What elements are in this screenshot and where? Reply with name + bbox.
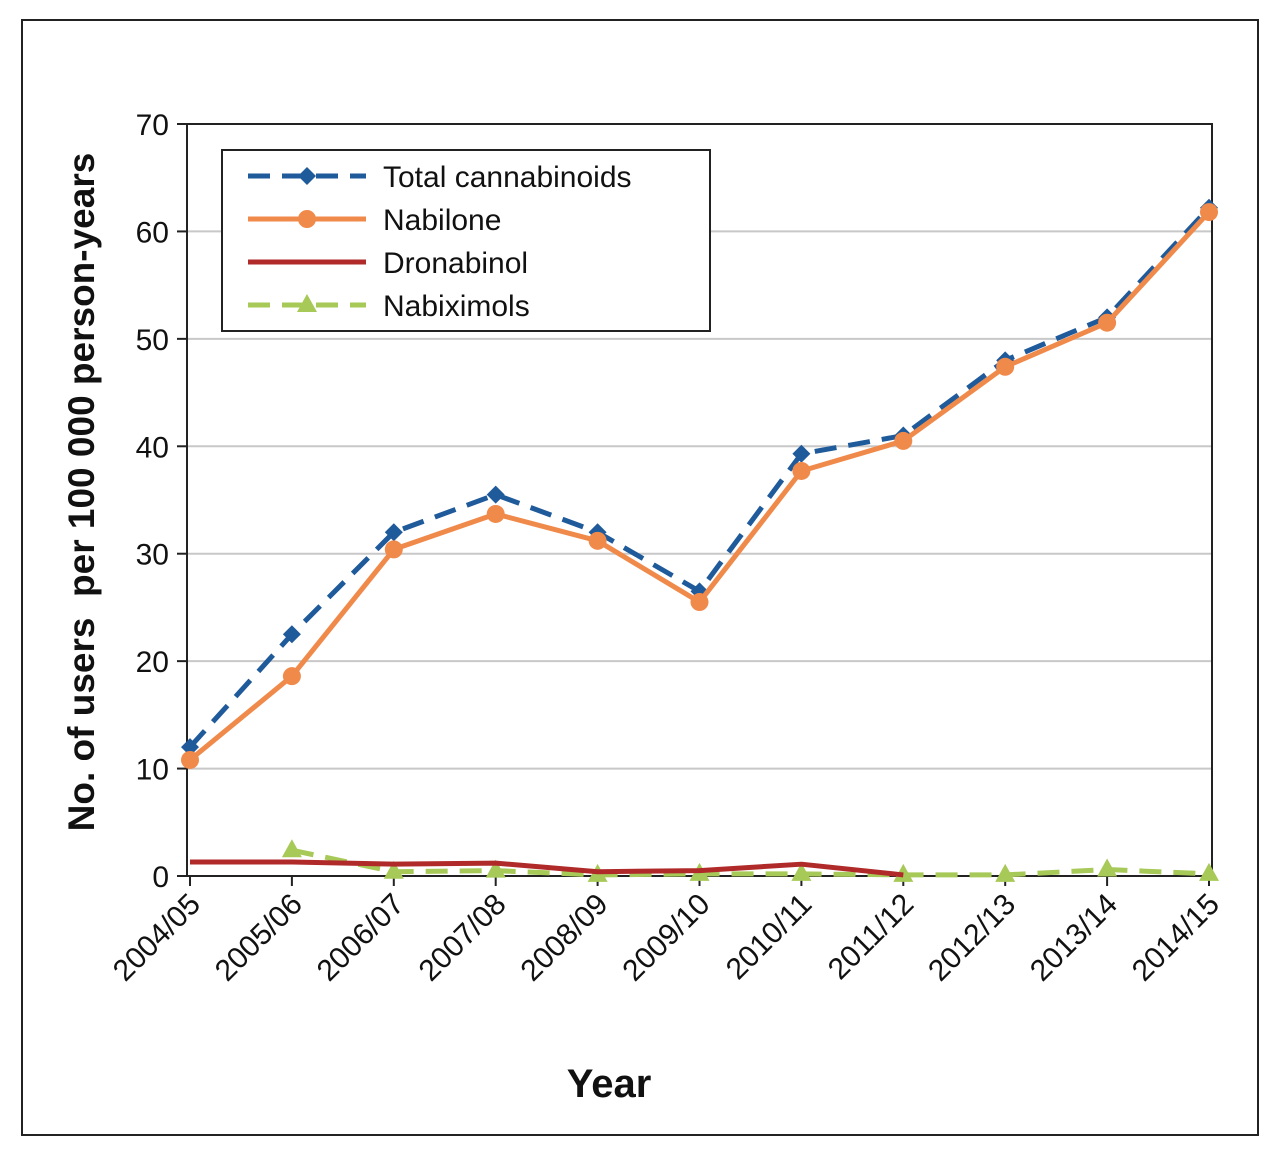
point-nabiximols bbox=[1097, 858, 1118, 877]
series-line-dronabinol bbox=[190, 859, 904, 878]
series-nabilone bbox=[181, 203, 1218, 769]
point-nabilone bbox=[486, 504, 505, 523]
y-tick-label: 10 bbox=[136, 754, 169, 787]
point-nabiximols bbox=[995, 863, 1016, 882]
legend-marker-nabiximols bbox=[297, 294, 317, 312]
x-axis-title: Year bbox=[567, 1062, 652, 1106]
y-axis-title: No. of users per 100 000 person-years bbox=[61, 153, 102, 832]
legend-item-nabiximols: Nabiximols bbox=[248, 290, 530, 323]
y-tick-label: 30 bbox=[136, 539, 169, 572]
legend-item-nabilone: Nabilone bbox=[248, 204, 501, 237]
series-line-nabiximols bbox=[291, 847, 1210, 878]
legend-marker-total-cannabinoids bbox=[298, 167, 316, 185]
legend-item-dronabinol: Dronabinol bbox=[248, 247, 528, 280]
point-nabilone bbox=[1098, 313, 1117, 332]
series-total-cannabinoids bbox=[181, 198, 1218, 757]
legend-label-dronabinol: Dronabinol bbox=[383, 247, 528, 280]
legend-label-nabilone: Nabilone bbox=[383, 204, 501, 237]
point-nabilone bbox=[792, 461, 811, 480]
point-nabilone bbox=[690, 593, 709, 612]
series-group bbox=[181, 198, 1219, 882]
y-tick-label: 70 bbox=[136, 109, 169, 142]
y-tick-label: 40 bbox=[136, 431, 169, 464]
point-total-cannabinoids bbox=[486, 485, 505, 504]
y-tick-label: 50 bbox=[136, 324, 169, 357]
y-tick-label: 0 bbox=[152, 861, 169, 894]
y-axis: 0 10 20 30 40 50 60 70 bbox=[136, 109, 187, 894]
point-nabilone bbox=[1200, 203, 1218, 222]
y-tick-label: 60 bbox=[136, 216, 169, 249]
point-total-cannabinoids bbox=[181, 738, 199, 757]
point-nabilone bbox=[282, 667, 301, 686]
point-total-cannabinoids bbox=[384, 523, 403, 542]
point-nabiximols bbox=[485, 859, 506, 878]
point-nabiximols bbox=[383, 860, 404, 879]
point-nabilone bbox=[181, 750, 199, 769]
point-nabilone bbox=[996, 357, 1015, 376]
legend-marker-nabilone bbox=[298, 210, 316, 228]
point-total-cannabinoids bbox=[792, 444, 811, 463]
point-nabiximols bbox=[791, 862, 812, 881]
legend: Total cannabinoids Nabilone Dronabinol Nabi… bbox=[221, 149, 711, 332]
legend-item-total-cannabinoids: Total cannabinoids bbox=[248, 161, 632, 194]
point-nabilone bbox=[384, 540, 403, 559]
point-nabiximols bbox=[1199, 862, 1219, 881]
point-nabilone bbox=[588, 531, 607, 550]
legend-label-nabiximols: Nabiximols bbox=[383, 290, 530, 323]
legend-label-total-cannabinoids: Total cannabinoids bbox=[383, 161, 632, 194]
series-dronabinol bbox=[190, 859, 904, 878]
y-tick-label: 20 bbox=[136, 646, 169, 679]
point-nabilone bbox=[894, 431, 913, 450]
point-total-cannabinoids bbox=[282, 625, 301, 644]
point-nabiximols bbox=[281, 839, 302, 858]
